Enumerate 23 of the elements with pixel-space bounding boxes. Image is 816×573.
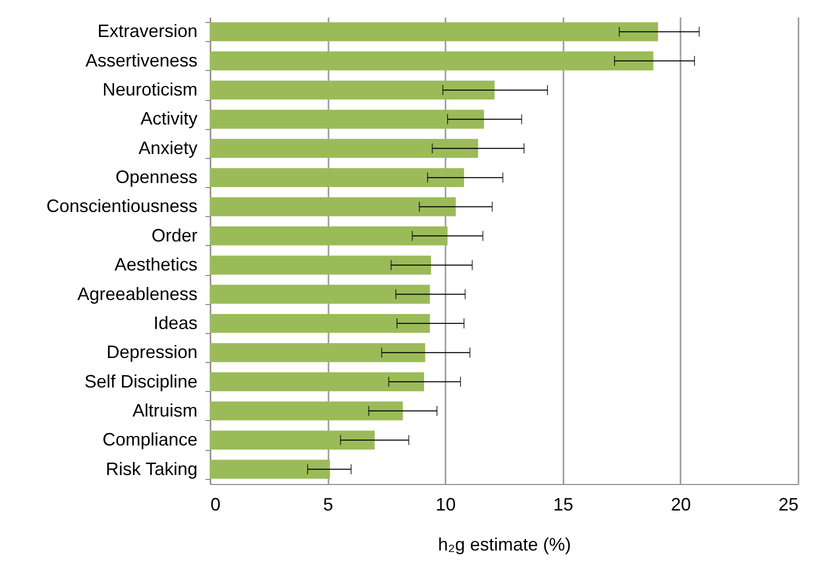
y-tick-label: Openness	[115, 167, 198, 188]
y-tick-label: Depression	[106, 342, 198, 362]
x-tick-label: 15	[553, 494, 574, 514]
y-tick-label: Order	[151, 225, 198, 246]
y-tick-label: Aesthetics	[114, 254, 198, 275]
y-tick-label: Ideas	[153, 312, 198, 333]
x-tick-label: 5	[323, 494, 334, 514]
x-tick-label: 20	[670, 494, 691, 514]
y-tick-label: Altruism	[132, 400, 198, 420]
x-axis-title: h₂g estimate (%)	[438, 534, 572, 554]
x-tick-label: 25	[778, 494, 798, 514]
y-tick-label: Self Discipline	[84, 371, 198, 392]
y-tick-label: Extraversion	[97, 21, 198, 42]
y-tick-label: Anxiety	[138, 138, 198, 158]
y-tick-label: Risk Taking	[106, 458, 198, 479]
y-tick-label: Conscientiousness	[46, 196, 198, 216]
x-tick-label: 10	[436, 494, 456, 514]
y-tick-label: Compliance	[102, 430, 198, 450]
y-tick-label: Assertiveness	[85, 50, 198, 70]
x-tick-label: 0	[210, 494, 221, 514]
y-tick-label: Agreeableness	[77, 284, 198, 304]
y-tick-label: Neuroticism	[102, 80, 198, 100]
y-tick-label: Activity	[140, 108, 198, 129]
